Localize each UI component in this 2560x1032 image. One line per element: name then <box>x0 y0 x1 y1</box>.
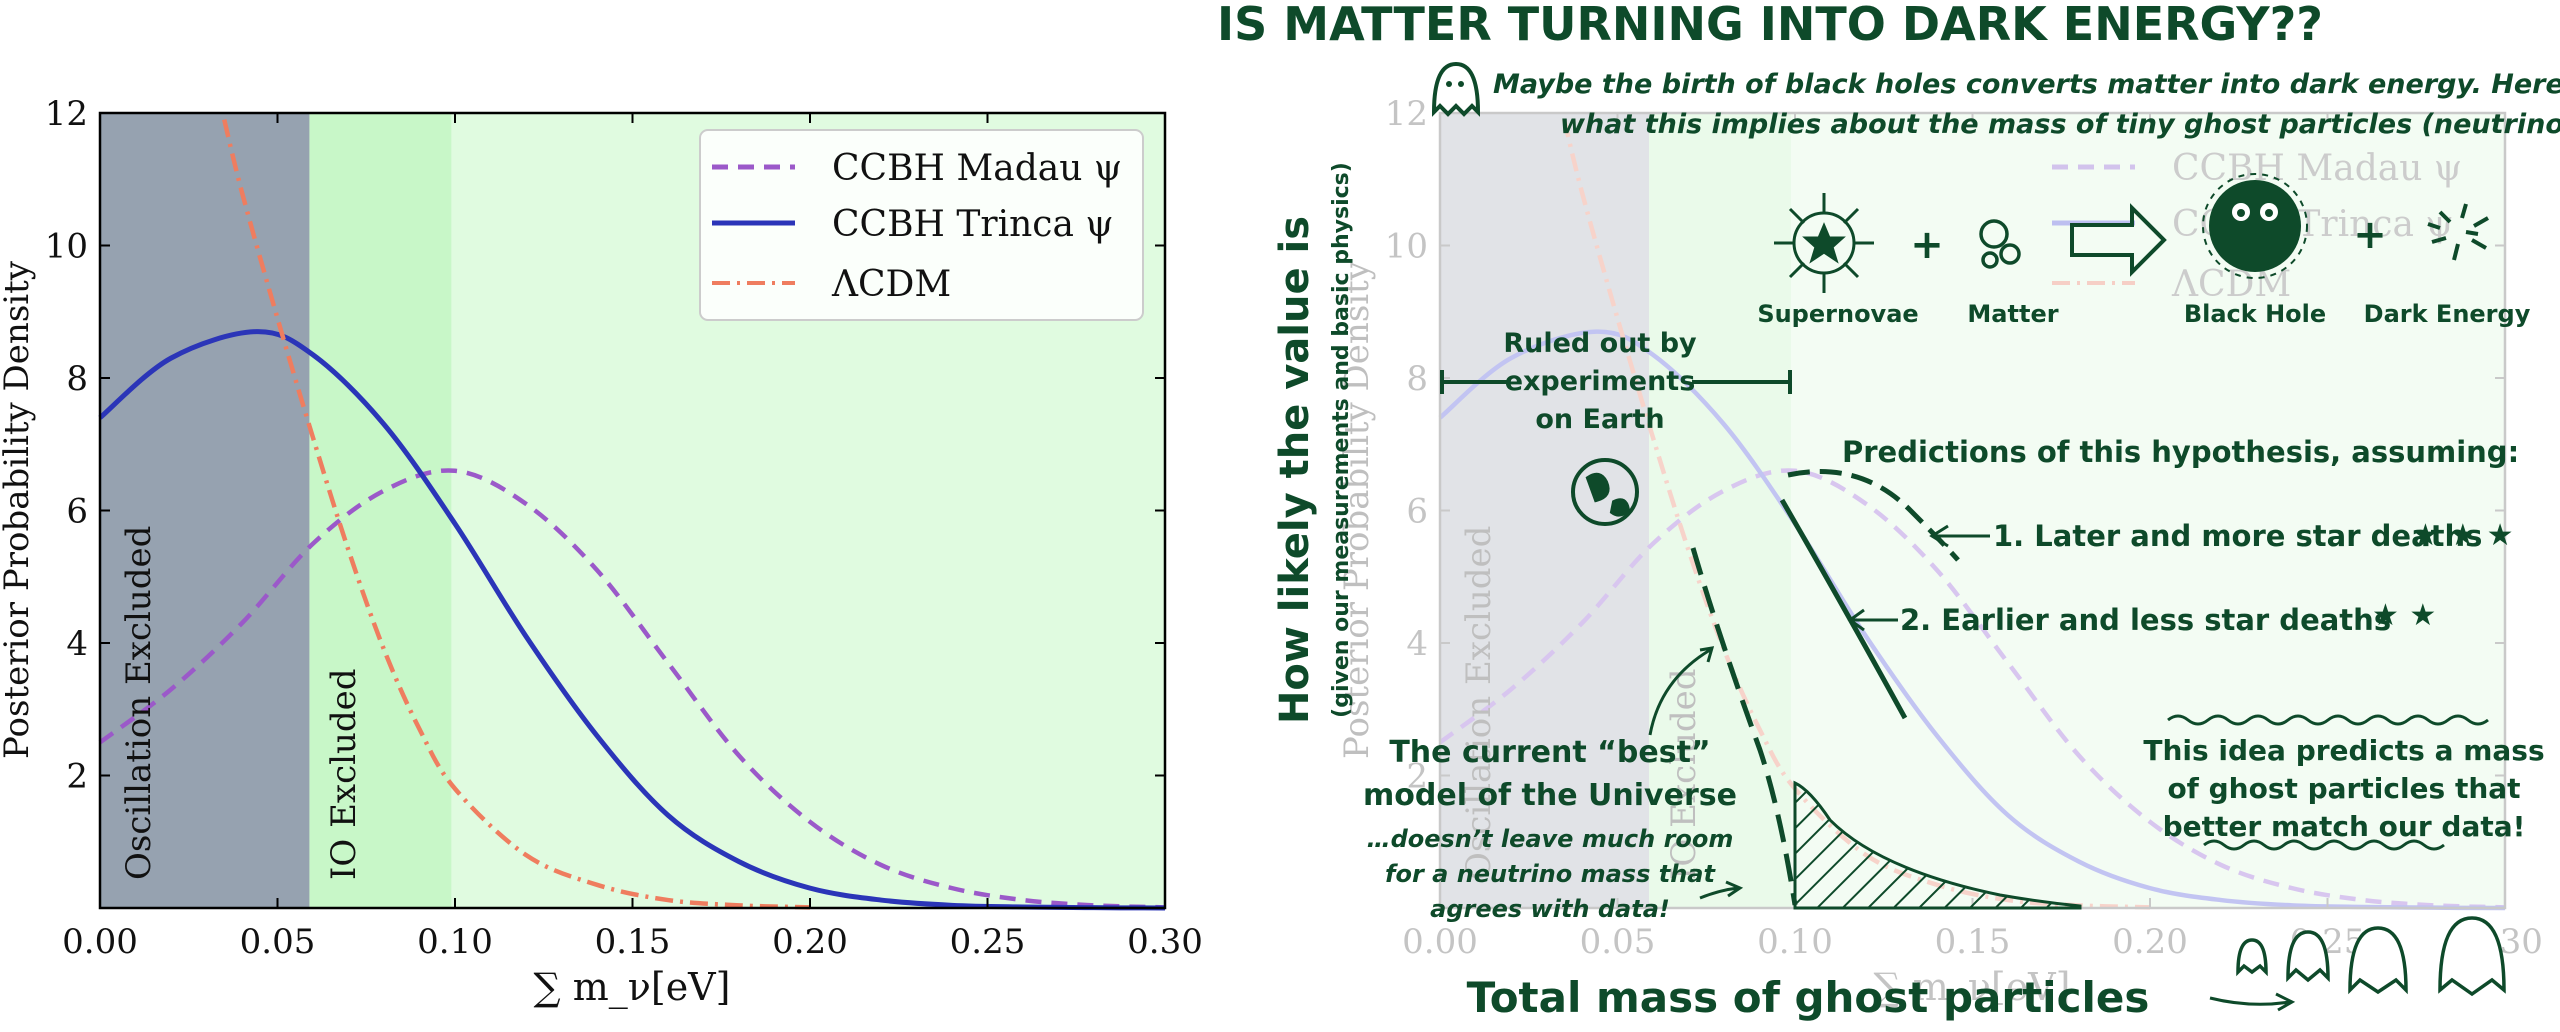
ruled-out-line-2: experiments <box>1505 366 1696 397</box>
lcdm-best-fit-overlay <box>1690 547 1798 906</box>
series-line-trinca <box>98 329 1166 911</box>
right-y-axis-label: How likely the value is <box>1272 216 1318 724</box>
stars-cluster-2-icon: ★ ★ <box>2372 598 2436 633</box>
faded-io-label: IO Excluded <box>1664 668 1704 880</box>
region-band-0 <box>100 113 310 908</box>
right-x-axis-label: Total mass of ghost particles <box>1467 973 2150 1022</box>
current-model-line-5: agrees with data! <box>1430 895 1670 923</box>
comic-intro-line-1: Maybe the birth of black holes converts … <box>1493 69 2560 100</box>
left-y-axis-label: Posterior Probability Density <box>0 260 37 759</box>
y-tick-label: 10 <box>45 227 88 267</box>
idea-line-2: of ghost particles that <box>2167 772 2520 805</box>
faded-x-axis-label: ∑ m_ν[eV] <box>1874 965 2071 1010</box>
legend-label-trinca: CCBH Trinca ψ <box>832 204 1114 245</box>
faded-oscillation-label: Oscillation Excluded <box>1459 526 1499 880</box>
supernova-icon <box>1774 193 1874 293</box>
idea-callout: This idea predicts a mass of ghost parti… <box>2143 714 2545 851</box>
series-line-lcdm <box>222 119 811 910</box>
io-excluded-label: IO Excluded <box>324 668 364 880</box>
current-model-line-2: model of the Universe <box>1363 778 1737 813</box>
y-tick-label: 4 <box>1406 624 1428 664</box>
x-tick-label: 0.20 <box>772 922 848 962</box>
predictions-header: Predictions of this hypothesis, assuming… <box>1842 435 2519 469</box>
oscillation-excluded-label: Oscillation Excluded <box>119 526 159 880</box>
idea-wavy-top <box>2167 714 2489 726</box>
y-tick-label: 2 <box>66 757 88 797</box>
idea-line-1: This idea predicts a mass <box>2143 734 2544 767</box>
right-region-io <box>1649 113 1791 908</box>
ruled-out-line-1: Ruled out by <box>1503 328 1697 359</box>
x-tick-label: 0.15 <box>595 922 671 962</box>
current-model-line-4: for a neutrino mass that <box>1385 860 1716 888</box>
legend-label-lcdm: ΛCDM <box>831 264 951 305</box>
x-tick-label: 0.05 <box>240 922 316 962</box>
left-chart: 0.00 0.05 0.10 0.15 0.20 0.25 0.30 2 4 6 8 10 12 Osc… <box>0 94 1203 1010</box>
comic-title: IS MATTER TURNING INTO DARK ENERGY?? <box>1217 0 2323 51</box>
prediction-2-arrow <box>1847 608 1898 632</box>
current-model-pointer-arrow <box>1699 880 1744 900</box>
y-tick-label: 12 <box>45 94 88 134</box>
x-tick-label: 0.00 <box>62 922 138 962</box>
y-tick-label: 6 <box>1406 492 1428 532</box>
prediction-2-label: 2. Earlier and less star deaths <box>1900 603 2391 637</box>
icon-label-dark-energy: Dark Energy <box>2364 300 2531 328</box>
idea-line-3: better match our data! <box>2163 810 2526 843</box>
series-line-madau <box>98 468 1166 910</box>
y-tick-label: 12 <box>1385 94 1428 134</box>
earth-icon <box>1571 458 1639 526</box>
icon-label-matter: Matter <box>1967 300 2058 328</box>
faded-legend-lcdm: ΛCDM <box>2171 264 2291 305</box>
x-tick-label: 0.20 <box>2112 922 2188 962</box>
hatched-prediction-region <box>1793 780 2082 910</box>
arrow-right-icon <box>2070 203 2167 277</box>
comic-intro-line-2: what this implies about the mass of tiny… <box>1560 109 2560 140</box>
ruled-out-line-3: on Earth <box>1535 404 1664 435</box>
idea-wavy-bottom <box>2203 839 2445 851</box>
x-tick-label: 0.10 <box>417 922 493 962</box>
black-hole-icon <box>2202 173 2308 279</box>
faded-y-axis-label: Posterior Probability Density <box>1337 260 1377 759</box>
stars-cluster-1-icon: ★ ★ ★ <box>2412 518 2514 553</box>
x-tick-label: 0.00 <box>1402 922 1478 962</box>
plus-sign-2: + <box>2353 212 2387 258</box>
icon-label-black-hole: Black Hole <box>2184 300 2326 328</box>
plus-sign-1: + <box>1910 222 1944 268</box>
y-tick-label: 6 <box>66 492 88 532</box>
x-tick-label: 0.10 <box>1757 922 1833 962</box>
faded-series-line-1 <box>1438 329 2506 911</box>
x-tick-label: 0.15 <box>1935 922 2011 962</box>
current-model-line-1: The current “best” <box>1389 735 1710 770</box>
x-tick-label: 0.25 <box>950 922 1026 962</box>
left-legend: CCBH Madau ψ CCBH Trinca ψ ΛCDM <box>699 129 1144 321</box>
ruled-out-range-bracket <box>1440 370 1792 394</box>
x-axis-arrow <box>2209 992 2296 1012</box>
region-band-1 <box>309 113 452 908</box>
x-tick-label: 0.05 <box>1580 922 1656 962</box>
y-tick-label: 2 <box>1406 757 1428 797</box>
legend-box <box>699 129 1144 321</box>
prediction-1-arrow <box>1929 524 1990 548</box>
current-model-arrow <box>1648 646 1715 736</box>
prediction-1-curve <box>1787 469 1960 562</box>
current-model-line-3: …doesn’t leave much room <box>1367 825 1734 853</box>
x-tick-label: 0.30 <box>1127 922 1203 962</box>
prediction-2-curve <box>1779 498 1908 720</box>
y-tick-label: 10 <box>1385 227 1428 267</box>
ghost-size-row-icon <box>2236 916 2506 997</box>
faded-series-line-0 <box>1438 468 2506 910</box>
legend-label-madau: CCBH Madau ψ <box>832 148 1122 189</box>
right-y-axis-sublabel: (given our measurements and basic physic… <box>1329 162 1354 718</box>
y-tick-label: 8 <box>66 359 88 399</box>
prediction-1-label: 1. Later and more star deaths <box>1993 519 2482 553</box>
ghost-icon <box>1431 61 1481 117</box>
left-x-axis-label: ∑ m_ν[eV] <box>534 965 731 1010</box>
icon-label-supernovae: Supernovae <box>1757 300 1918 328</box>
matter-icon <box>1979 219 2021 269</box>
y-tick-label: 4 <box>66 624 88 664</box>
y-tick-label: 8 <box>1406 359 1428 399</box>
faded-legend-madau: CCBH Madau ψ <box>2172 148 2462 189</box>
dark-energy-icon <box>2427 203 2489 261</box>
